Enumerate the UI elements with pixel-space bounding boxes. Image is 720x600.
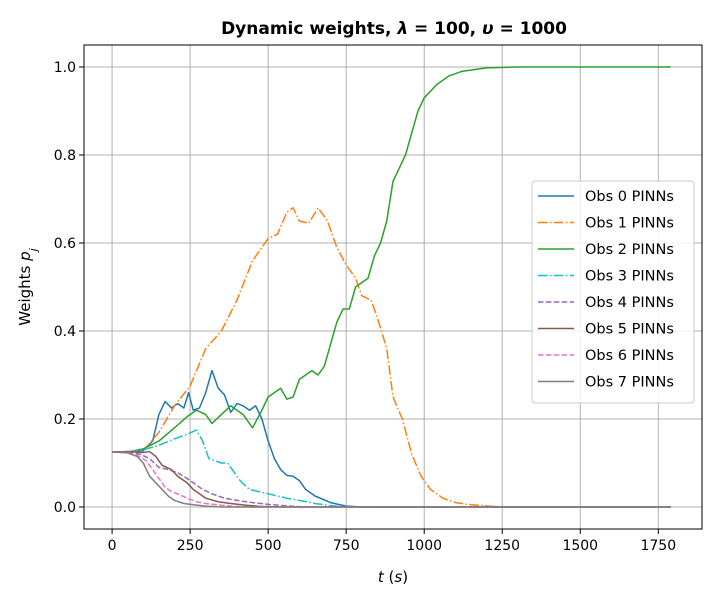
legend-label: Obs 4 PINNs bbox=[585, 295, 674, 311]
x-tick-label: 1250 bbox=[484, 538, 520, 554]
x-tick-label: 750 bbox=[333, 538, 360, 554]
series-layer bbox=[112, 66, 671, 508]
y-tick-label: 0.2 bbox=[54, 412, 76, 428]
series-line-obs-5 bbox=[112, 450, 671, 508]
series-line-obs-2 bbox=[112, 66, 671, 453]
legend-label: Obs 3 PINNs bbox=[585, 269, 674, 285]
chart-title: Dynamic weights, λ = 100, υ = 1000 bbox=[221, 19, 567, 39]
x-tick-label: 250 bbox=[177, 538, 204, 554]
legend-box bbox=[531, 180, 695, 404]
y-tick-label: 1.0 bbox=[54, 60, 76, 76]
legend: Obs 0 PINNs Obs 1 PINNs Obs 2 PINNs Obs 3 P… bbox=[531, 180, 695, 404]
x-tick-label: 1000 bbox=[406, 538, 442, 554]
y-axis-label: Weights pj bbox=[16, 247, 40, 325]
y-axis-ticks: 0.0 0.2 0.4 0.6 0.8 1.0 bbox=[54, 60, 84, 516]
legend-label: Obs 0 PINNs bbox=[585, 189, 674, 205]
series-line-obs-3 bbox=[112, 429, 671, 508]
y-tick-label: 0.4 bbox=[54, 324, 76, 340]
y-tick-label: 0.6 bbox=[54, 236, 76, 252]
y-tick-label: 0.8 bbox=[54, 148, 76, 164]
x-tick-label: 1750 bbox=[640, 538, 676, 554]
series-line-obs-4 bbox=[112, 451, 671, 508]
x-axis-ticks: 0 250 500 750 1000 1250 1500 1750 bbox=[108, 529, 676, 554]
x-tick-label: 0 bbox=[108, 538, 117, 554]
legend-label: Obs 1 PINNs bbox=[585, 216, 674, 232]
x-tick-label: 500 bbox=[255, 538, 282, 554]
series-line-obs-7 bbox=[112, 451, 671, 508]
legend-label: Obs 7 PINNs bbox=[585, 375, 674, 391]
y-tick-label: 0.0 bbox=[54, 500, 76, 516]
series-line-obs-6 bbox=[112, 451, 671, 508]
x-tick-label: 1500 bbox=[562, 538, 598, 554]
legend-label: Obs 6 PINNs bbox=[585, 348, 674, 364]
plot-frame bbox=[83, 44, 703, 530]
x-axis-label: t (s) bbox=[378, 568, 408, 586]
legend-label: Obs 2 PINNs bbox=[585, 242, 674, 258]
legend-label: Obs 5 PINNs bbox=[585, 322, 674, 338]
